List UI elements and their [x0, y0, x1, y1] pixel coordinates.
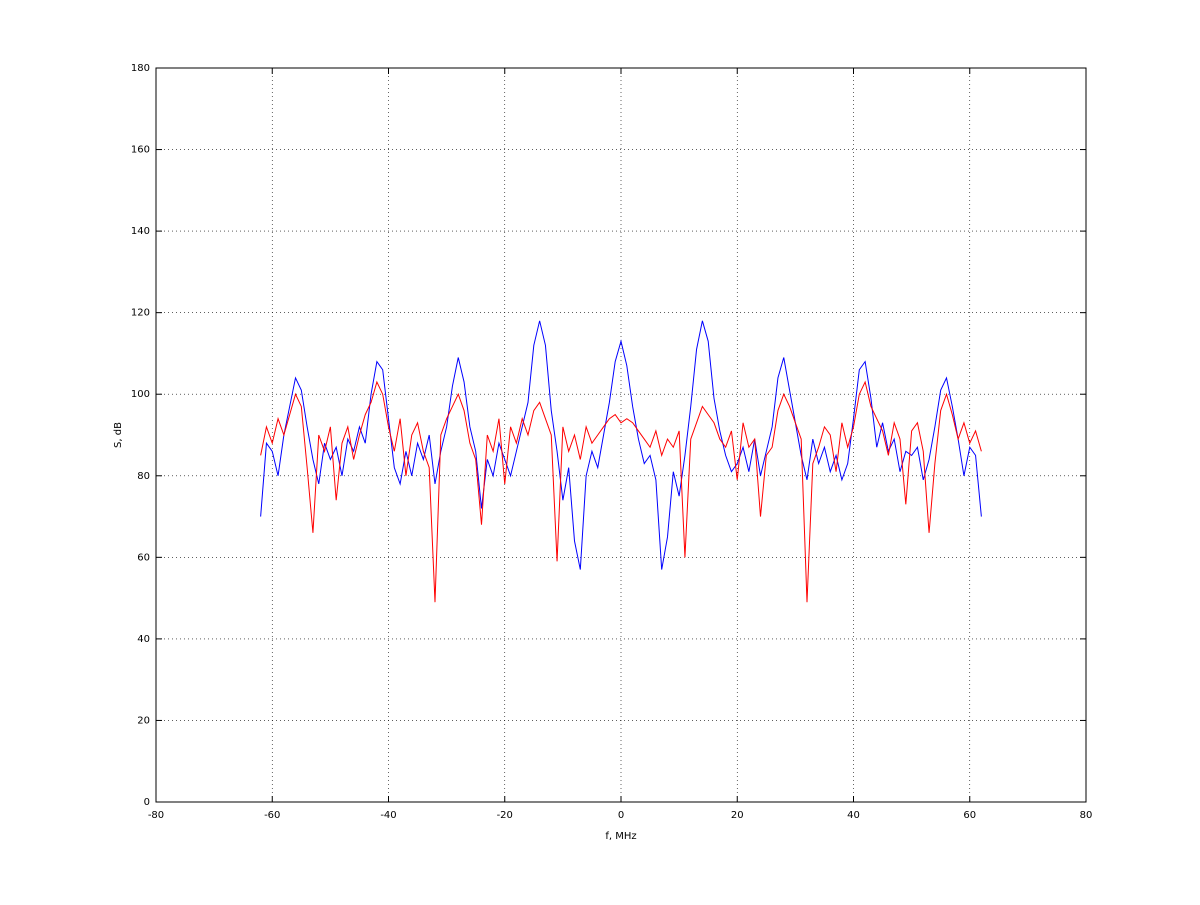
- y-tick-label: 140: [131, 226, 150, 237]
- y-tick-label: 60: [137, 552, 150, 563]
- y-axis-label: S, dB: [113, 422, 124, 448]
- x-axis-label: f, MHz: [605, 831, 636, 842]
- x-tick-label: -60: [264, 810, 280, 821]
- y-tick-label: 100: [131, 389, 150, 400]
- y-tick-label: 180: [131, 63, 150, 74]
- plot-area: [155, 67, 1087, 803]
- y-tick-label: 20: [137, 715, 150, 726]
- x-tick-label: 80: [1080, 810, 1093, 821]
- x-tick-label: 40: [847, 810, 860, 821]
- data-line: [260, 380, 982, 603]
- y-tick-label: 120: [131, 308, 150, 319]
- x-tick-label: 60: [963, 810, 976, 821]
- x-tick-label: -20: [497, 810, 513, 821]
- y-tick-label: 80: [137, 471, 150, 482]
- x-tick-label: -40: [380, 810, 396, 821]
- y-tick-label: 0: [144, 797, 150, 808]
- x-tick-label: 0: [618, 810, 624, 821]
- x-tick-label: -80: [148, 810, 164, 821]
- data-line: [260, 320, 982, 570]
- y-tick-label: 160: [131, 145, 150, 156]
- x-tick-label: 20: [731, 810, 744, 821]
- y-tick-label: 40: [137, 634, 150, 645]
